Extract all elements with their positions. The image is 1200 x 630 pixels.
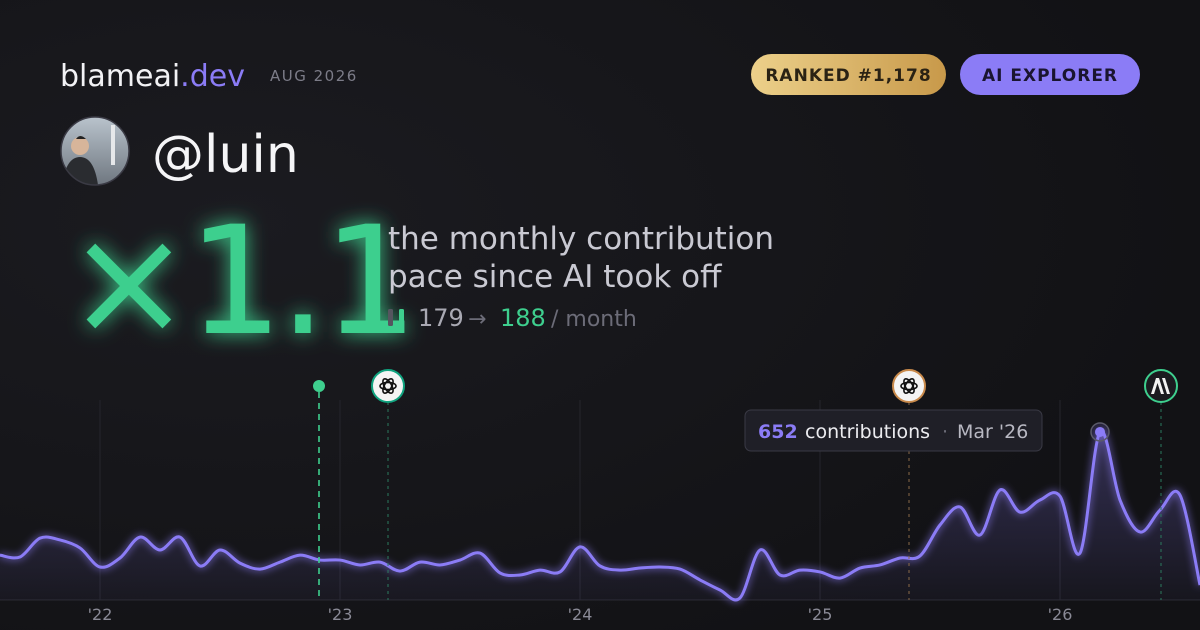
arrow: →	[468, 307, 486, 332]
before-value: 179	[418, 304, 464, 332]
anthropic-icon	[1144, 369, 1178, 403]
rank-badge	[751, 54, 946, 95]
highlight-point	[1095, 426, 1105, 437]
event-dot	[313, 380, 325, 392]
after-value: 188	[500, 304, 546, 332]
openai-icon	[892, 369, 926, 403]
bar-icon	[399, 309, 404, 326]
description-line: the monthly contribution	[388, 221, 774, 257]
avatar-ring	[60, 116, 130, 186]
x-tick-label: '26	[1048, 605, 1073, 624]
x-tick-label: '22	[88, 605, 113, 624]
x-tick-label: '25	[808, 605, 833, 624]
multiplier: ×1.1	[66, 195, 414, 369]
handle: @luin	[152, 125, 299, 185]
brand-name: blameai	[60, 59, 180, 94]
x-tick-label: '23	[328, 605, 353, 624]
explorer-badge	[960, 54, 1140, 95]
area	[0, 431, 1200, 600]
bar-icon	[388, 309, 393, 326]
brand: blameai.dev	[60, 59, 245, 94]
tooltip-value: 652	[758, 421, 798, 443]
tooltip-label: contributions	[805, 421, 930, 443]
tooltip-separator: ·	[942, 421, 948, 443]
chart: '22 '23 '24 '25 '26	[0, 400, 1200, 624]
description-line: pace since AI took off	[388, 259, 722, 295]
date: AUG 2026	[270, 67, 358, 85]
explorer-text: AI EXPLORER	[982, 66, 1118, 86]
x-tick-label: '24	[568, 605, 593, 624]
tooltip	[744, 409, 1043, 452]
brand-tld: .dev	[180, 59, 245, 94]
line	[0, 429, 1200, 602]
rank-text: RANKED #1,178	[765, 66, 931, 86]
tooltip-date: Mar '26	[957, 421, 1028, 443]
unit: / month	[551, 307, 637, 332]
openai-icon	[371, 369, 405, 403]
